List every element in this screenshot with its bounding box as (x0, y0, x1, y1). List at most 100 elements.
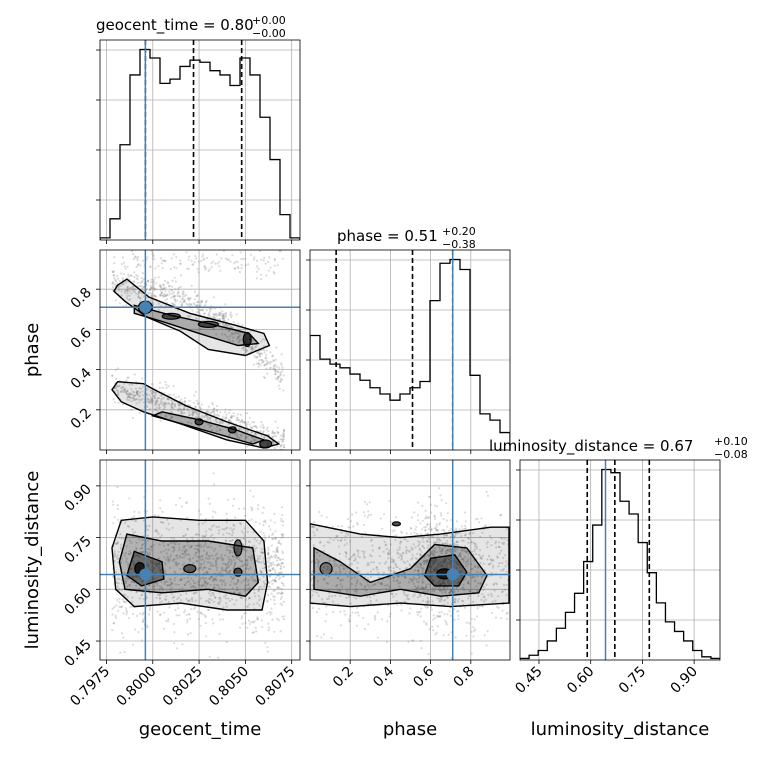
scatter-point (158, 585, 161, 588)
scatter-point (379, 517, 382, 520)
scatter-point (138, 555, 141, 558)
scatter-point (183, 562, 186, 565)
density-fill-1 (112, 516, 268, 610)
scatter-point (252, 258, 256, 261)
scatter-point (192, 412, 195, 415)
scatter-point (163, 581, 166, 584)
scatter-point (225, 548, 228, 552)
scatter-point (263, 376, 266, 380)
scatter-point (181, 587, 184, 590)
scatter-point (261, 567, 264, 570)
scatter-point (231, 326, 234, 329)
scatter-point (185, 597, 188, 601)
scatter-point (378, 547, 381, 550)
scatter-point (436, 559, 439, 562)
scatter-point (181, 296, 184, 299)
scatter-point (455, 587, 458, 590)
scatter-point (140, 281, 143, 284)
scatter-point (230, 326, 233, 329)
scatter-point (450, 560, 453, 563)
scatter-point (115, 542, 118, 546)
scatter-point (350, 582, 353, 586)
scatter-point (459, 566, 462, 569)
scatter-point (206, 582, 209, 586)
scatter-point (228, 570, 231, 573)
scatter-point (157, 308, 160, 311)
scatter-point (136, 257, 139, 260)
scatter-point (150, 561, 153, 564)
scatter-point (346, 518, 350, 521)
scatter-point (169, 588, 172, 592)
scatter-point (394, 534, 397, 537)
scatter-point (126, 286, 129, 289)
scatter-point (155, 400, 158, 403)
scatter-point (362, 552, 365, 556)
scatter-point (117, 385, 120, 388)
scatter-point (210, 562, 213, 565)
scatter-point (233, 524, 236, 527)
scatter-point (115, 604, 118, 607)
scatter-point (444, 591, 447, 595)
scatter-point (247, 605, 250, 608)
scatter-point (128, 298, 131, 301)
scatter-point (222, 533, 225, 536)
scatter-point (430, 558, 433, 561)
scatter-point (135, 390, 138, 393)
scatter-point (338, 552, 341, 555)
scatter-point (347, 557, 350, 561)
scatter-point (199, 308, 202, 311)
scatter-point (162, 541, 165, 544)
scatter-point (444, 558, 447, 561)
scatter-point (258, 354, 262, 357)
scatter-point (391, 530, 394, 533)
scatter-point (158, 594, 161, 597)
scatter-point (267, 430, 270, 433)
scatter-point (133, 530, 137, 534)
scatter-point (248, 597, 251, 600)
scatter-point (281, 550, 284, 553)
scatter-point (443, 534, 446, 537)
scatter-point (342, 567, 346, 570)
scatter-point (183, 534, 186, 538)
scatter-point (236, 434, 239, 437)
scatter-point (192, 263, 195, 266)
scatter-point (267, 564, 270, 567)
scatter-point (439, 564, 442, 567)
scatter-point (447, 562, 450, 565)
scatter-point (351, 611, 354, 614)
scatter-point (481, 593, 484, 596)
scatter-point (116, 609, 119, 612)
scatter-point (506, 539, 509, 542)
scatter-point (253, 607, 256, 610)
scatter-point (340, 563, 343, 567)
scatter-point (170, 405, 174, 408)
scatter-point (196, 548, 199, 551)
scatter-point (128, 584, 131, 587)
scatter-point (420, 564, 423, 567)
scatter-point (256, 557, 259, 561)
scatter-point (506, 563, 509, 566)
scatter-point (213, 578, 216, 581)
scatter-point (209, 316, 212, 319)
scatter-point (433, 561, 436, 564)
scatter-point (130, 541, 133, 544)
scatter-point (463, 588, 466, 592)
scatter-point (136, 554, 139, 557)
scatter-point (190, 544, 193, 547)
scatter-point (278, 591, 281, 595)
scatter-point (243, 345, 246, 348)
scatter-point (484, 524, 487, 527)
scatter-point (188, 297, 191, 301)
scatter-point (193, 394, 196, 397)
scatter-point (214, 564, 217, 568)
scatter-point (254, 520, 257, 524)
scatter-point (395, 599, 398, 603)
scatter-point (257, 504, 260, 507)
scatter-point (277, 586, 280, 589)
scatter-point (438, 598, 441, 601)
scatter-point (270, 563, 273, 566)
scatter-point (477, 553, 480, 557)
scatter-point (354, 587, 357, 591)
scatter-point (150, 281, 153, 284)
scatter-point (478, 605, 481, 608)
